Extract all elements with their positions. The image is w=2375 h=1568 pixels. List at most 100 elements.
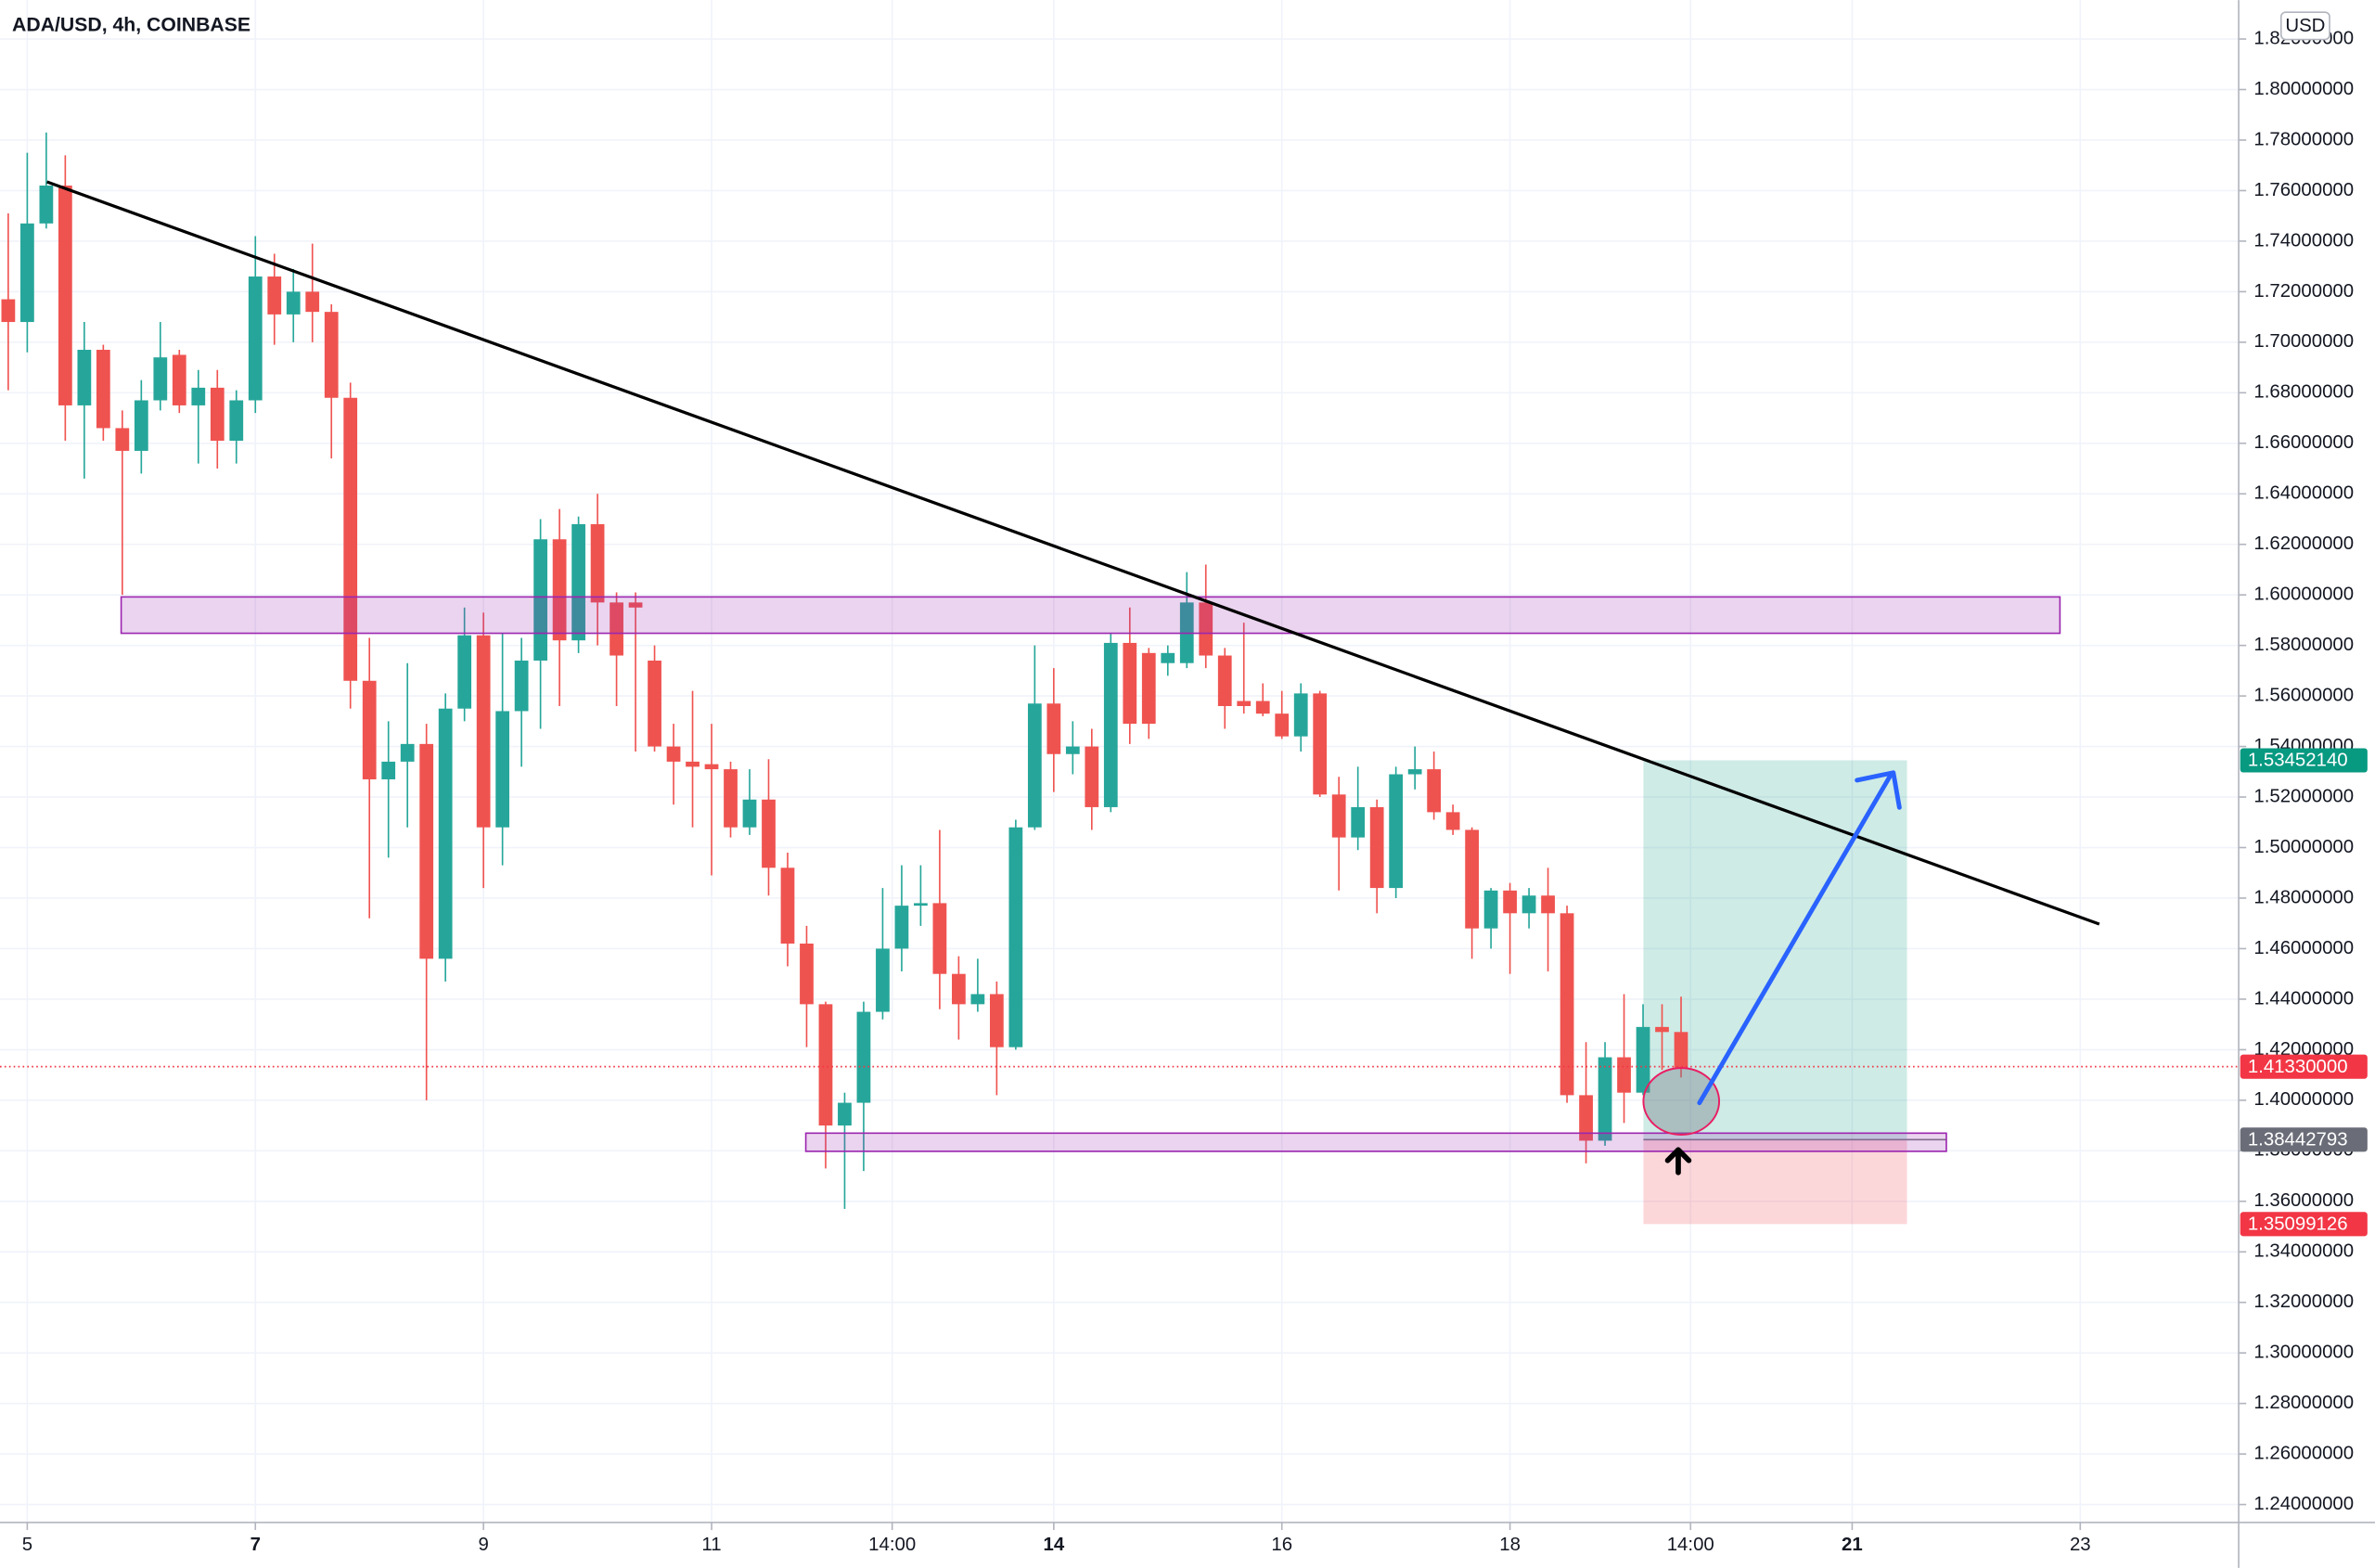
candle-body [362, 680, 377, 779]
projection-arrow-head [1855, 770, 1902, 810]
y-tick-label: 1.66000000 [2253, 432, 2354, 453]
y-tick-label: 1.76000000 [2253, 180, 2354, 200]
candle-body [970, 994, 985, 1005]
support-zone [804, 1132, 1947, 1152]
candle-body [1331, 794, 1346, 838]
x-tick-label: 5 [22, 1535, 32, 1555]
price-axis-bg [2239, 0, 2375, 1568]
candle-body [96, 350, 110, 429]
candle-body [1293, 693, 1308, 737]
x-tick-label: 23 [2070, 1535, 2091, 1555]
candle-body [818, 1004, 833, 1126]
candle-body [134, 400, 148, 451]
candle-body [1503, 890, 1517, 914]
candle-body [514, 660, 529, 712]
resistance-zone [120, 596, 2061, 635]
highlight-ellipse [1642, 1067, 1721, 1136]
candle-body [1655, 1026, 1669, 1033]
stop-zone [1643, 1139, 1907, 1225]
price-label-box [2240, 1127, 2368, 1152]
candle-body [1389, 774, 1404, 889]
x-tick-label: 11 [701, 1535, 721, 1555]
candle-body [1123, 642, 1137, 725]
candle-body [210, 387, 225, 442]
candle-body [1046, 703, 1061, 754]
candle-body [1275, 713, 1290, 737]
candle-body [856, 1011, 871, 1103]
candle-body [1161, 652, 1175, 663]
y-tick-label: 1.70000000 [2253, 331, 2354, 352]
currency-badge [2279, 11, 2330, 41]
candle-body [648, 660, 661, 747]
candle-body [419, 743, 434, 959]
up-arrow-icon [1664, 1147, 1692, 1176]
candle-body [1674, 1032, 1688, 1068]
candle-body [1521, 895, 1536, 914]
y-tick-label: 1.26000000 [2253, 1444, 2354, 1464]
x-tick-label: 16 [1271, 1535, 1292, 1555]
x-tick-label: 14 [1043, 1535, 1064, 1555]
x-tick-label: 14:00 [868, 1535, 916, 1555]
candle-body [229, 400, 244, 442]
candle-body [780, 868, 795, 944]
candle-body [1483, 890, 1498, 929]
y-tick-label: 1.60000000 [2253, 585, 2354, 605]
y-tick-label: 1.68000000 [2253, 382, 2354, 403]
trend-line [46, 180, 2100, 926]
y-tick-label: 1.40000000 [2253, 1089, 2354, 1110]
candle-body [1008, 827, 1023, 1047]
price-label-box [2240, 1054, 2368, 1079]
candle-body [838, 1102, 852, 1126]
candle-body [610, 602, 623, 656]
candle-body [894, 906, 909, 949]
y-tick-label: 1.58000000 [2253, 635, 2354, 655]
chart-title: ADA/USD, 4h, COINBASE [12, 14, 250, 35]
y-tick-label: 1.44000000 [2253, 988, 2354, 1009]
projection-arrow [1697, 773, 1893, 1106]
candle-body [153, 357, 168, 401]
candle-body [1, 299, 16, 323]
candle-body [1103, 642, 1118, 807]
candle-body [590, 523, 605, 603]
y-tick-label: 1.74000000 [2253, 230, 2354, 251]
candle-body [1427, 769, 1442, 813]
y-tick-label: 1.56000000 [2253, 686, 2354, 706]
x-tick-label: 18 [1499, 1535, 1521, 1555]
time-axis-bg [0, 1522, 2375, 1568]
candle-body [533, 539, 547, 661]
candle-body [1351, 806, 1366, 838]
candle-body [1255, 700, 1270, 714]
candle-body [1237, 700, 1252, 707]
candle-body [1617, 1057, 1631, 1093]
y-tick-label: 1.24000000 [2253, 1494, 2354, 1514]
candle-body [305, 291, 320, 313]
y-tick-label: 1.46000000 [2253, 938, 2354, 958]
candle-body [1465, 829, 1480, 929]
y-tick-label: 1.36000000 [2253, 1190, 2354, 1211]
candle-body [724, 769, 738, 828]
drawings [46, 180, 2100, 1176]
candle-body [1085, 746, 1099, 807]
candle-body [1199, 602, 1213, 656]
candle-body [1027, 703, 1042, 828]
candle-body [932, 903, 947, 974]
candle-body [989, 994, 1004, 1047]
y-tick-label: 1.48000000 [2253, 887, 2354, 907]
y-tick-label: 1.80000000 [2253, 79, 2354, 99]
candle-body [1217, 655, 1232, 707]
candle-body [457, 635, 472, 709]
y-tick-label: 1.42000000 [2253, 1039, 2354, 1060]
candle-body [1445, 812, 1460, 830]
candle-body [20, 223, 34, 323]
candle-body [324, 312, 339, 398]
y-tick-label: 1.28000000 [2253, 1393, 2354, 1413]
x-tick-label: 21 [1842, 1535, 1863, 1555]
candle-body [1313, 693, 1328, 795]
y-tick-label: 1.78000000 [2253, 129, 2354, 149]
candle-body [552, 539, 567, 641]
candle-body [1598, 1057, 1612, 1141]
y-tick-label: 1.72000000 [2253, 281, 2354, 302]
